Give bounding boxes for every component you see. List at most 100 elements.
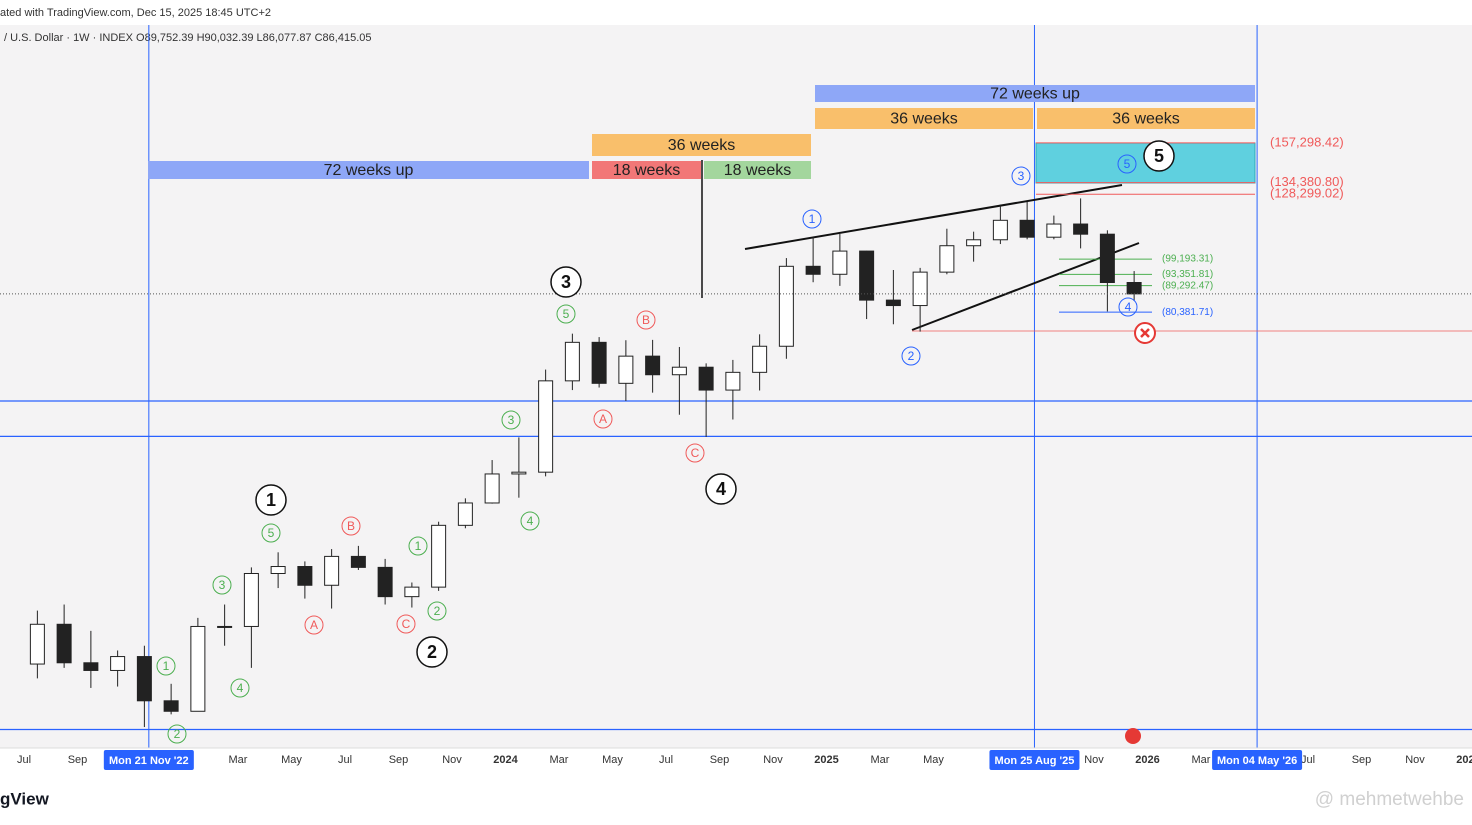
symbol-info: / U.S. Dollar · 1W · INDEX O89,752.39 H9… bbox=[4, 32, 372, 44]
wave-label: 2 bbox=[174, 727, 181, 741]
candle-body bbox=[939, 245, 955, 273]
wave-circle bbox=[1117, 154, 1137, 174]
wave-label: 1 bbox=[809, 212, 816, 226]
wave-label: B bbox=[347, 519, 355, 533]
date-badge-label: Mon 21 Nov '22 bbox=[109, 755, 189, 767]
watermark: @ mehmetwehbe bbox=[1315, 789, 1464, 810]
wave-circle bbox=[636, 310, 656, 330]
date-badge bbox=[989, 750, 1080, 770]
wave-circle bbox=[901, 346, 921, 366]
range-box bbox=[592, 161, 701, 179]
candle-body bbox=[431, 524, 447, 588]
candle-body bbox=[511, 471, 527, 475]
wave-label: 2 bbox=[427, 642, 437, 662]
range-box bbox=[592, 134, 811, 156]
x-tick-label: 2025 bbox=[814, 754, 838, 766]
header-text: ated with TradingView.com, Dec 15, 2025 … bbox=[0, 7, 271, 19]
date-badge-label: Mon 25 Aug '25 bbox=[995, 755, 1075, 767]
candle-body bbox=[564, 341, 580, 382]
candle-body bbox=[404, 586, 420, 598]
candle-body bbox=[618, 355, 634, 384]
wave-label: 4 bbox=[1125, 300, 1132, 314]
wave-circle bbox=[167, 724, 187, 744]
candle-body bbox=[752, 345, 768, 373]
wave-circle bbox=[408, 536, 428, 556]
wave-circle bbox=[156, 656, 176, 676]
range-label: 72 weeks up bbox=[324, 162, 414, 179]
wave-label: 3 bbox=[561, 272, 571, 292]
candle-body bbox=[83, 662, 99, 671]
trendline bbox=[744, 184, 1123, 250]
candle-body bbox=[832, 250, 848, 275]
range-label: 36 weeks bbox=[890, 111, 958, 128]
candle-body bbox=[243, 572, 259, 627]
invalid-icon bbox=[1134, 322, 1156, 344]
candle-body bbox=[1019, 219, 1035, 238]
wave-label: 2 bbox=[434, 604, 441, 618]
candle-body bbox=[885, 299, 901, 307]
x-tick-label: Nov bbox=[442, 754, 462, 766]
candles bbox=[29, 198, 1142, 728]
candle-body bbox=[645, 355, 661, 376]
range-label: 72 weeks up bbox=[990, 86, 1080, 103]
wave-circle bbox=[550, 266, 582, 298]
range-label: 36 weeks bbox=[1112, 111, 1180, 128]
wave-circle bbox=[685, 443, 705, 463]
x-tick-label: Nov bbox=[1405, 754, 1425, 766]
x-tick-label: Sep bbox=[389, 754, 409, 766]
candle-body bbox=[29, 623, 45, 665]
x-tick-label: Mar bbox=[871, 754, 890, 766]
wave-circle bbox=[261, 523, 281, 543]
brand: gView bbox=[0, 789, 50, 808]
wave-label: 3 bbox=[219, 578, 226, 592]
wave-label: 4 bbox=[716, 479, 726, 499]
x-tick-label: May bbox=[602, 754, 623, 766]
wave-circle bbox=[520, 511, 540, 531]
candle-body bbox=[778, 265, 794, 347]
wave-label: 3 bbox=[1018, 169, 1025, 183]
x-tick-label: Mar bbox=[1192, 754, 1211, 766]
candle-body bbox=[190, 625, 206, 712]
wave-circle bbox=[1118, 297, 1138, 317]
x-tick-label: 2026 bbox=[1135, 754, 1159, 766]
x-tick-label: Mar bbox=[550, 754, 569, 766]
x-tick-label: Sep bbox=[1352, 754, 1372, 766]
candle-body bbox=[484, 473, 500, 504]
wave-label: A bbox=[310, 618, 318, 632]
price-level-label: (157,298.42) bbox=[1270, 134, 1344, 149]
wave-circle bbox=[427, 601, 447, 621]
x-tick-label: Nov bbox=[1084, 754, 1104, 766]
candle-body bbox=[859, 250, 875, 301]
candle-body bbox=[163, 700, 179, 712]
candle-body bbox=[591, 341, 607, 384]
range-box bbox=[1037, 108, 1255, 129]
candle-body bbox=[1046, 223, 1062, 238]
wave-circle bbox=[593, 409, 613, 429]
wave-label: C bbox=[402, 617, 411, 631]
candle-body bbox=[1099, 233, 1115, 284]
price-level-label: (134,380.80) bbox=[1270, 174, 1344, 189]
x-tick-label: Jul bbox=[1301, 754, 1315, 766]
wave-label: 1 bbox=[163, 659, 170, 673]
wave-circle bbox=[230, 678, 250, 698]
price-level-label: (128,299.02) bbox=[1270, 186, 1344, 201]
wave-label: 2 bbox=[908, 349, 915, 363]
wave-label: 1 bbox=[266, 490, 276, 510]
range-label: 18 weeks bbox=[724, 162, 792, 179]
x-tick-label: May bbox=[923, 754, 944, 766]
wave-label: 1 bbox=[415, 539, 422, 553]
candle-body bbox=[805, 265, 821, 275]
range-box bbox=[815, 85, 1255, 102]
wave-circle bbox=[212, 575, 232, 595]
candle-body bbox=[297, 566, 313, 586]
candle-body bbox=[725, 371, 741, 391]
candle-body bbox=[110, 656, 126, 671]
candle-body bbox=[56, 623, 72, 664]
candle-body bbox=[270, 566, 286, 574]
price-level-label: (99,193.31) bbox=[1162, 254, 1213, 265]
candle-body bbox=[912, 271, 928, 307]
x-tick-label: Mar bbox=[229, 754, 248, 766]
wave-circle bbox=[802, 209, 822, 229]
